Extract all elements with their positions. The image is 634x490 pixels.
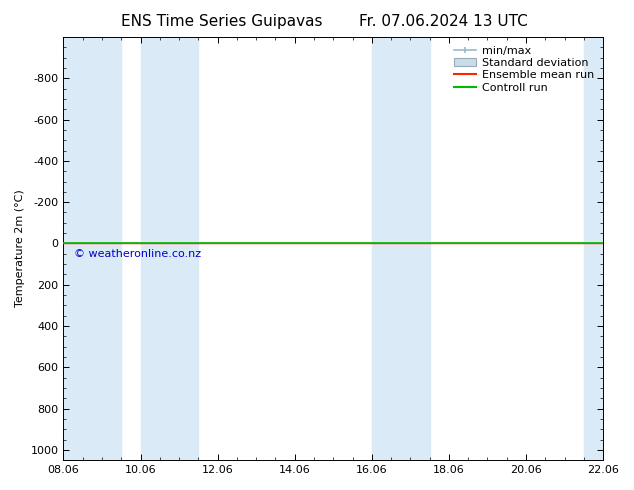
Text: ENS Time Series Guipavas: ENS Time Series Guipavas [121, 14, 323, 29]
Legend: min/max, Standard deviation, Ensemble mean run, Controll run: min/max, Standard deviation, Ensemble me… [451, 43, 597, 96]
Text: Fr. 07.06.2024 13 UTC: Fr. 07.06.2024 13 UTC [359, 14, 528, 29]
Bar [63, 37, 121, 460]
Bar [141, 37, 198, 460]
Y-axis label: Temperature 2m (°C): Temperature 2m (°C) [15, 190, 25, 307]
Bar [584, 37, 623, 460]
Bar [372, 37, 430, 460]
Text: © weatheronline.co.nz: © weatheronline.co.nz [74, 249, 202, 259]
